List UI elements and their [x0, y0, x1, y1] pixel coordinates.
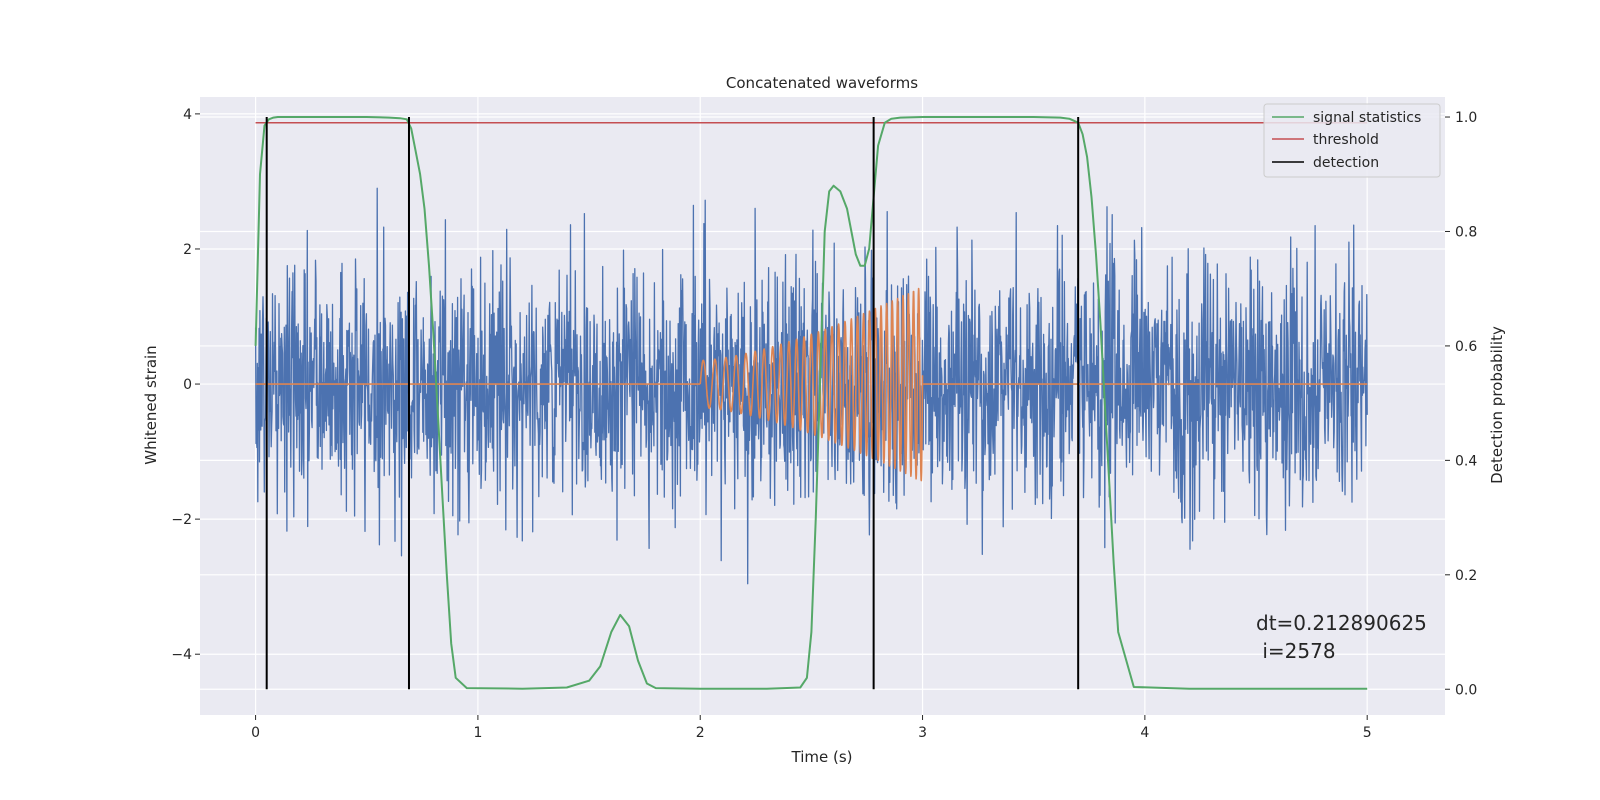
- y-tick-label-left: 4: [183, 107, 192, 123]
- y-tick-label-left: −2: [171, 512, 192, 528]
- x-tick-label: 1: [473, 725, 482, 741]
- signal-statistics-series: [254, 116, 1368, 690]
- x-tick-label: 3: [918, 725, 927, 741]
- y-tick-label-right: 0.4: [1455, 453, 1477, 469]
- legend: signal statistics threshold detection: [1263, 103, 1441, 178]
- y-tick-label-right: 0.0: [1455, 682, 1477, 698]
- y-tick-label-right: 0.6: [1455, 339, 1477, 355]
- detection-series: [265, 117, 1080, 690]
- y-tick-label-left: −4: [171, 647, 192, 663]
- axes: 0 1 2 3 4 5 −4 −2 0 2 4 0.0 0.2 0.4 0.6 0.8 1.0: [171, 107, 1477, 741]
- x-tick-label: 5: [1363, 725, 1372, 741]
- noise-series: [254, 187, 1368, 585]
- legend-label-signal-statistics: signal statistics: [1313, 110, 1421, 126]
- chirp-series: [255, 287, 1368, 482]
- y-tick-label-right: 0.8: [1455, 224, 1477, 240]
- y-tick-label-right: 1.0: [1455, 110, 1477, 126]
- y-axis-label-right: Detection probability: [1488, 326, 1506, 484]
- legend-label-threshold: threshold: [1313, 132, 1379, 148]
- chirp-line: [699, 287, 924, 482]
- annotation-i: i=2578: [1256, 639, 1336, 663]
- chart-title: Concatenated waveforms: [726, 74, 918, 92]
- annotation-dt: dt=0.212890625: [1256, 611, 1427, 635]
- legend-box: [1263, 103, 1441, 178]
- signal-statistics-line: [254, 116, 1368, 690]
- x-tick-label: 4: [1140, 725, 1149, 741]
- x-tick-label: 0: [251, 725, 260, 741]
- x-axis-label: Time (s): [791, 748, 853, 766]
- y-tick-label-left: 0: [183, 377, 192, 393]
- legend-label-detection: detection: [1313, 155, 1379, 171]
- grid-lines: [200, 97, 1445, 715]
- y-tick-label-right: 0.2: [1455, 568, 1477, 584]
- x-tick-label: 2: [696, 725, 705, 741]
- noise-line: [254, 187, 1368, 585]
- y-axis-label-left: Whitened strain: [142, 345, 160, 464]
- y-tick-label-left: 2: [183, 242, 192, 258]
